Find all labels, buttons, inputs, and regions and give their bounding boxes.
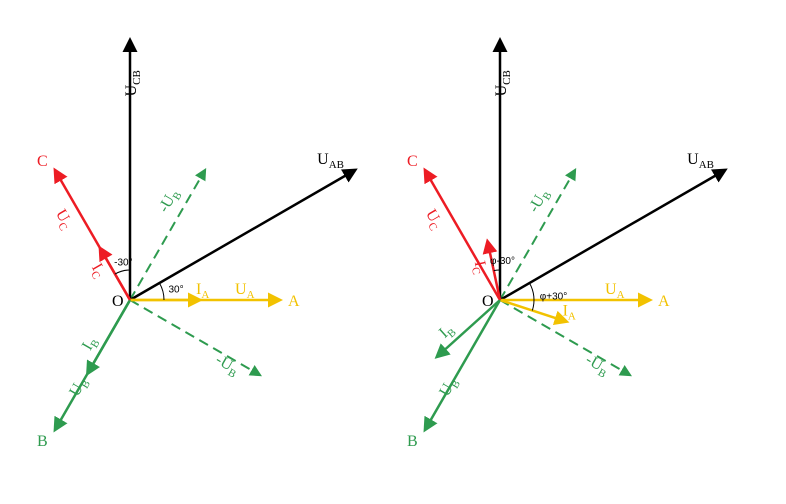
svg-text:UAB: UAB [687,151,714,171]
svg-text:30°: 30° [169,285,184,296]
svg-text:UAB: UAB [317,151,344,171]
svg-text:A: A [288,293,300,310]
svg-text:UB: UB [436,374,463,400]
svg-text:UA: UA [605,281,625,301]
svg-text:UB: UB [66,374,93,400]
svg-text:A: A [658,293,670,310]
svg-text:IA: IA [196,281,209,301]
svg-text:O: O [482,293,494,310]
svg-text:φ+30°: φ+30° [540,291,567,302]
svg-text:UC: UC [49,207,76,233]
svg-text:B: B [407,433,418,450]
svg-text:-UB: -UB [581,351,612,380]
svg-text:IA: IA [563,303,576,323]
svg-text:IC: IC [85,261,109,282]
svg-text:O: O [112,293,124,310]
svg-text:C: C [37,153,48,170]
svg-text:B: B [37,433,48,450]
svg-text:UC: UC [419,207,446,233]
svg-text:IC: IC [468,259,490,276]
svg-text:UCB: UCB [123,70,143,96]
svg-text:C: C [407,153,418,170]
svg-text:UA: UA [235,281,255,301]
svg-text:-30°: -30° [114,257,132,268]
svg-text:φ-30°: φ-30° [490,256,515,267]
svg-text:-UB: -UB [211,351,242,380]
svg-text:UCB: UCB [493,70,513,96]
